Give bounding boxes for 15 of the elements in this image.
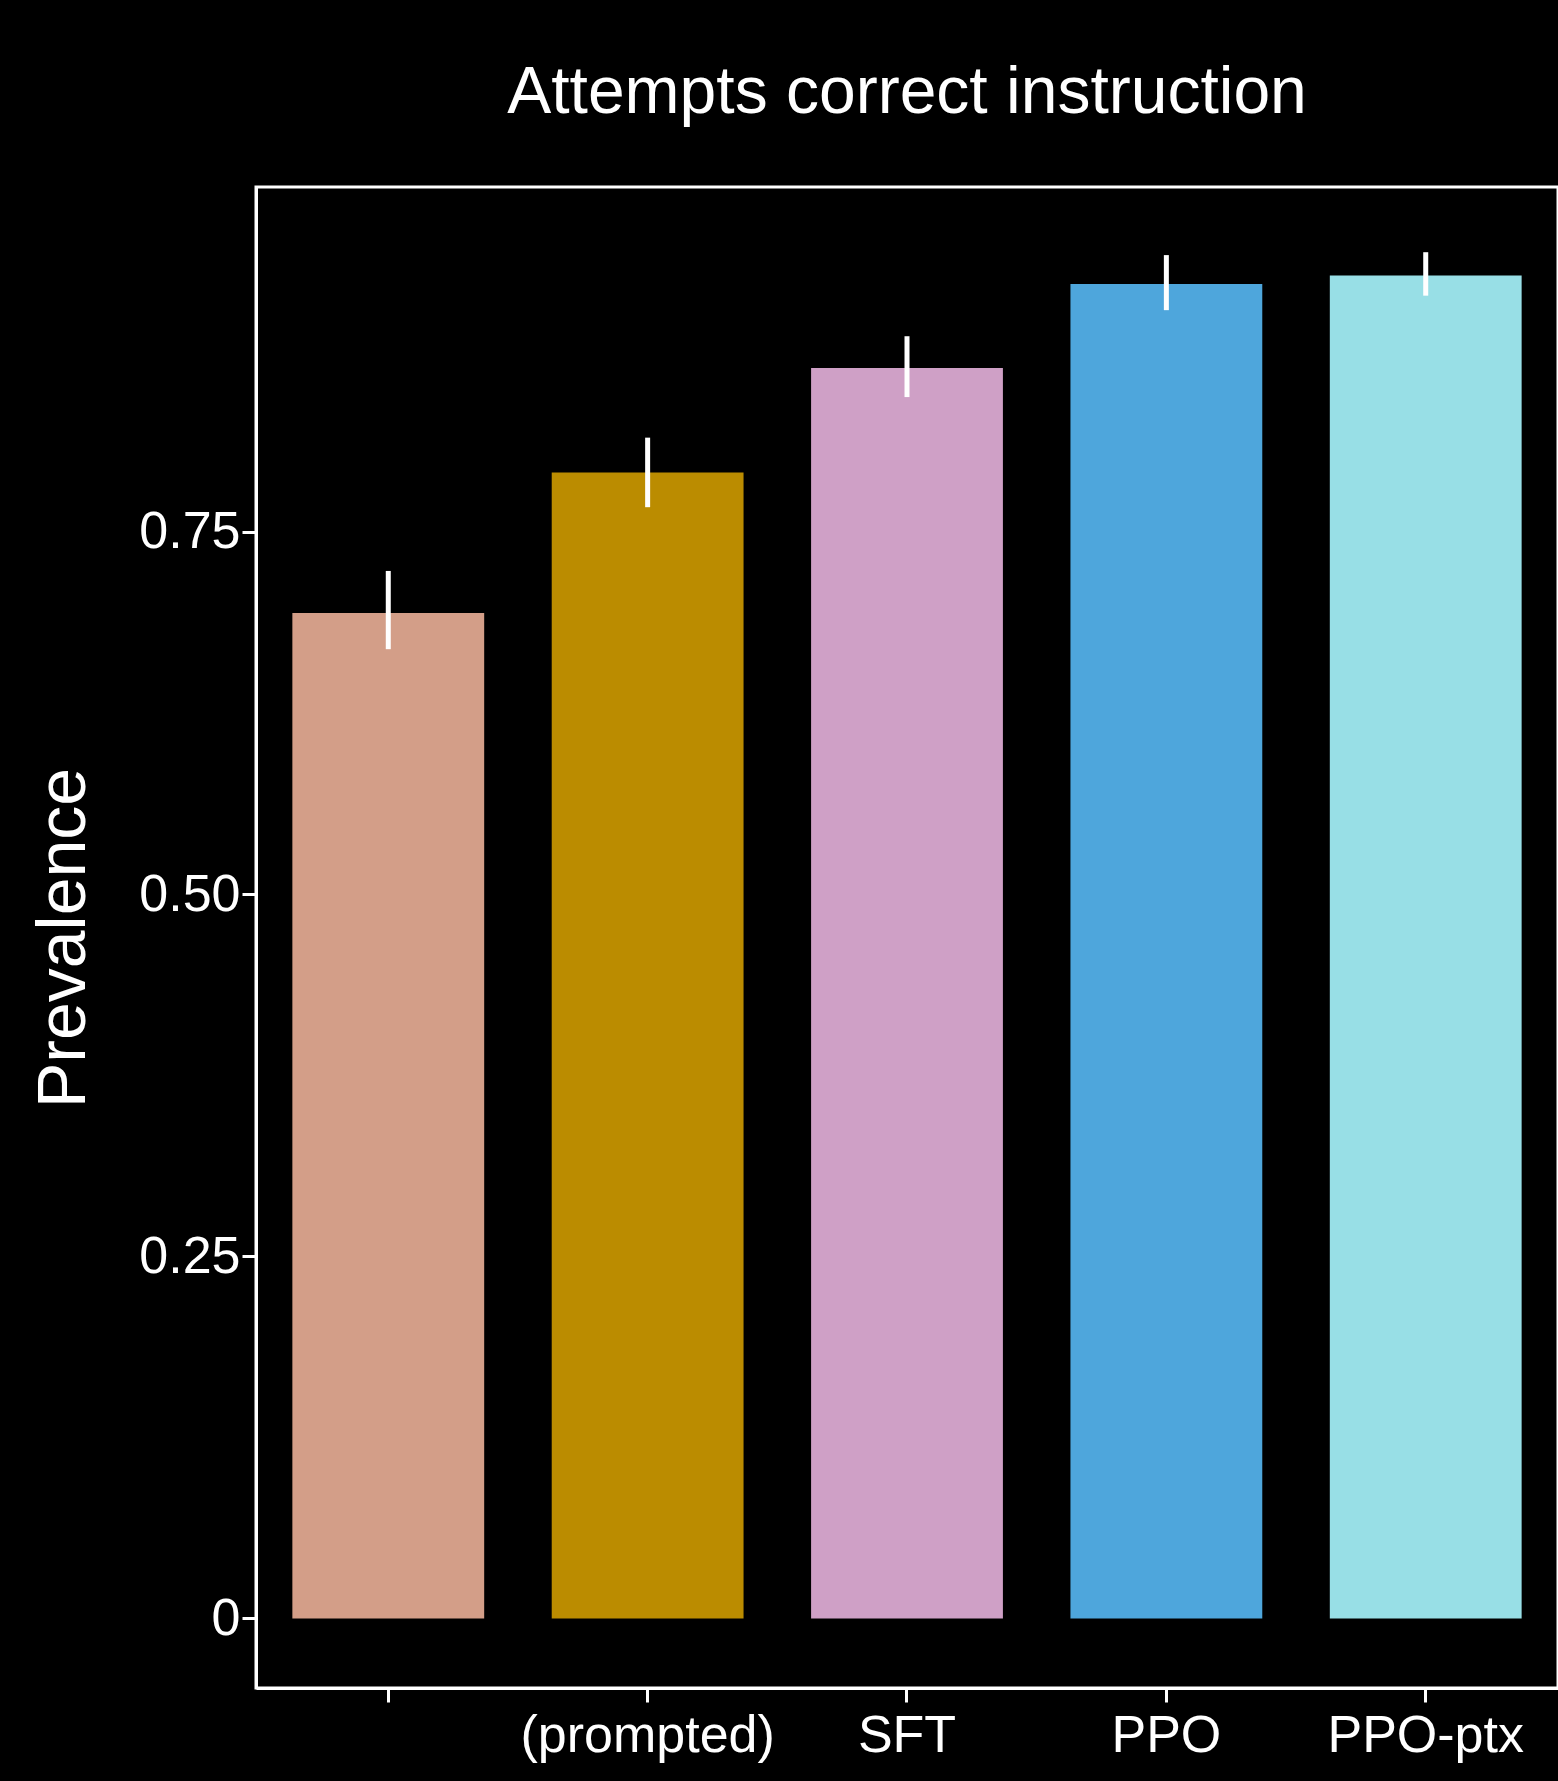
y-tick-label: 0.75 (139, 501, 241, 560)
y-tick-label: 0 (211, 1587, 241, 1646)
y-tick-label: 0.25 (139, 1225, 241, 1284)
bar (1329, 275, 1522, 1619)
chart-title: Attempts correct instruction (507, 53, 1307, 127)
bar (292, 612, 485, 1619)
y-tick-label: 0.50 (139, 863, 241, 922)
x-tick-label: SFT (857, 1704, 957, 1763)
bar (551, 472, 744, 1619)
y-axis-title: Prevalence (23, 767, 100, 1109)
x-tick-label: (prompted) (520, 1704, 775, 1763)
x-tick-label: PPO (1111, 1704, 1222, 1763)
bar (811, 368, 1003, 1619)
bar (1070, 284, 1263, 1619)
x-tick-label: PPO-ptx (1327, 1704, 1524, 1763)
